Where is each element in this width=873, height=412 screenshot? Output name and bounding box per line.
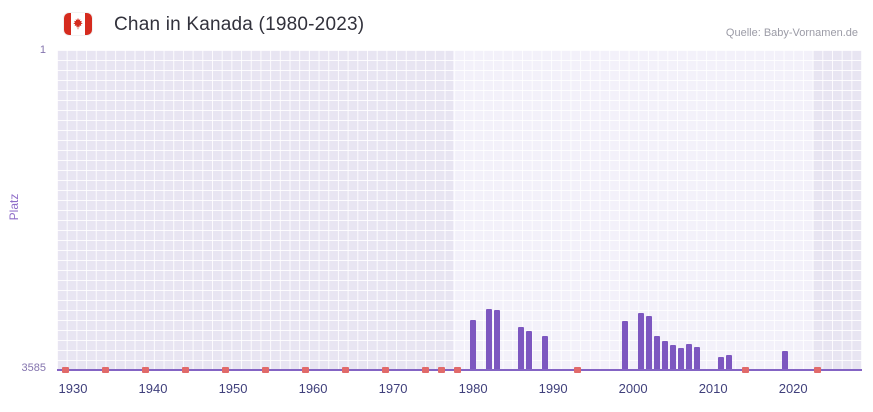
bar-1987[interactable] xyxy=(526,330,533,370)
bar-1980[interactable] xyxy=(470,320,477,370)
x-tick-label-2020: 2020 xyxy=(778,381,808,396)
x-tick-label-1980: 1980 xyxy=(458,381,488,396)
x-tick-label-2000: 2000 xyxy=(618,381,648,396)
bar-2012[interactable] xyxy=(726,355,733,370)
flag-red-stripe-left xyxy=(64,13,71,35)
bar-1989[interactable] xyxy=(542,335,549,370)
bar-1986[interactable] xyxy=(518,326,525,370)
y-axis-title: Platz xyxy=(7,193,21,221)
plot-area xyxy=(57,50,862,373)
bar-2011[interactable] xyxy=(718,357,725,370)
x-tick-label-2010: 2010 xyxy=(698,381,728,396)
page-title: Chan in Kanada (1980-2023) xyxy=(114,14,365,35)
canada-flag-icon xyxy=(64,13,92,35)
bar-1983[interactable] xyxy=(494,310,501,370)
y-tick-label-bottom: 3585 xyxy=(21,362,46,374)
flag-white-stripe xyxy=(71,13,85,35)
unranked-marker-1993 xyxy=(573,367,581,373)
flag-red-stripe-right xyxy=(85,13,92,35)
unranked-marker-1964 xyxy=(341,367,349,373)
unranked-marker-1978 xyxy=(453,367,461,373)
unranked-marker-2014 xyxy=(741,367,749,373)
x-tick-label-1970: 1970 xyxy=(378,381,408,396)
bar-2001[interactable] xyxy=(638,313,645,370)
x-tick-label-1990: 1990 xyxy=(538,381,568,396)
bar-2006[interactable] xyxy=(678,348,685,370)
maple-leaf-icon xyxy=(73,17,83,30)
unranked-marker-1954 xyxy=(261,367,269,373)
x-tick-label-1960: 1960 xyxy=(298,381,328,396)
bar-2008[interactable] xyxy=(694,347,701,370)
bar-2002[interactable] xyxy=(646,315,653,370)
bar-2007[interactable] xyxy=(686,344,693,370)
source-attribution: Quelle: Baby-Vornamen.de xyxy=(725,27,858,39)
x-tick-label-1940: 1940 xyxy=(138,381,168,396)
unranked-marker-1969 xyxy=(381,367,389,373)
unranked-marker-1959 xyxy=(301,367,309,373)
bar-2019[interactable] xyxy=(782,350,789,370)
unranked-marker-1974 xyxy=(421,367,429,373)
unranked-marker-2023 xyxy=(813,367,821,373)
x-tick-label-1950: 1950 xyxy=(218,381,248,396)
unranked-marker-1976 xyxy=(437,367,445,373)
unranked-marker-1934 xyxy=(101,367,109,373)
unranked-marker-1949 xyxy=(221,367,229,373)
x-tick-label-1930: 1930 xyxy=(58,381,88,396)
bar-1999[interactable] xyxy=(622,321,629,370)
unranked-marker-1944 xyxy=(181,367,189,373)
y-tick-label-top: 1 xyxy=(39,44,46,56)
bar-1982[interactable] xyxy=(486,308,493,370)
bar-2004[interactable] xyxy=(662,340,669,370)
unranked-marker-1939 xyxy=(141,367,149,373)
bar-2003[interactable] xyxy=(654,335,661,370)
bar-2005[interactable] xyxy=(670,345,677,370)
gridlines xyxy=(57,50,862,370)
unranked-marker-1929 xyxy=(61,367,69,373)
